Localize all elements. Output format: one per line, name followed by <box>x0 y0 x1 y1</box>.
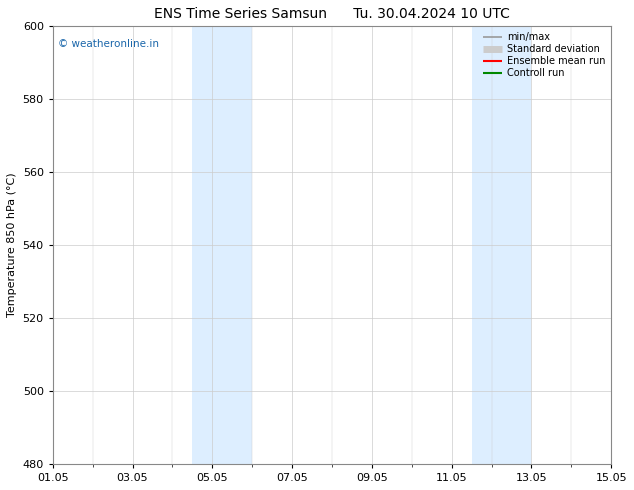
Title: ENS Time Series Samsun      Tu. 30.04.2024 10 UTC: ENS Time Series Samsun Tu. 30.04.2024 10… <box>154 7 510 21</box>
Y-axis label: Temperature 850 hPa (°C): Temperature 850 hPa (°C) <box>7 173 17 318</box>
Legend: min/max, Standard deviation, Ensemble mean run, Controll run: min/max, Standard deviation, Ensemble me… <box>480 29 609 81</box>
Text: © weatheronline.in: © weatheronline.in <box>58 39 159 49</box>
Bar <box>472 26 531 464</box>
Bar <box>192 26 252 464</box>
